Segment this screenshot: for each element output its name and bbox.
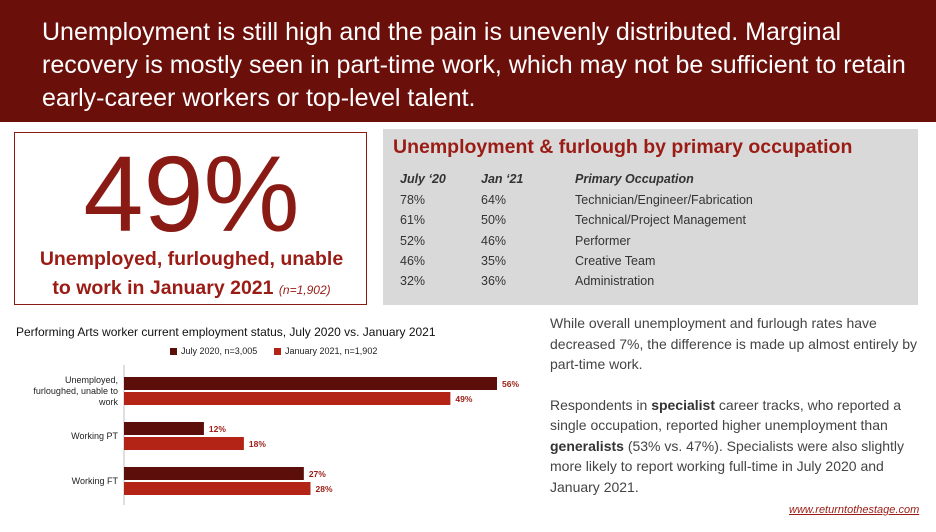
category-label: Unemployed, [65, 375, 118, 385]
cell-jan: 35% [481, 254, 507, 268]
bar-jan [124, 437, 244, 450]
cell-jan: 36% [481, 274, 507, 288]
category-label: work [98, 397, 119, 407]
bar-jan [124, 482, 311, 495]
body-paragraph-2: Respondents in specialist career tracks,… [550, 395, 928, 498]
body-paragraph-1: While overall unemployment and furlough … [550, 315, 918, 372]
bar-july [124, 422, 204, 435]
body-text: While overall unemployment and furlough … [550, 313, 928, 517]
column-header-jan: Jan ‘21 [481, 172, 524, 186]
legend-item-jan: January 2021, n=1,902 [274, 346, 377, 356]
cell-july: 52% [400, 234, 426, 248]
column-header-occupation: Primary Occupation [575, 172, 694, 186]
data-label: 28% [316, 484, 333, 494]
occupation-panel: Unemployment & furlough by primary occup… [383, 129, 918, 305]
category-label: Working FT [72, 476, 119, 486]
cell-jan: 64% [481, 193, 507, 207]
website-link[interactable]: www.returntothestage.com [789, 504, 920, 516]
body-paragraph-2-part: career tracks, who reported a single occ… [550, 396, 901, 434]
data-label: 56% [502, 379, 519, 389]
data-label: 49% [455, 394, 472, 404]
emphasis-specialist: specialist [651, 396, 716, 413]
header-banner: Unemployment is still high and the pain … [0, 0, 936, 122]
category-label: Working PT [71, 431, 118, 441]
table-row: 46% 35% Creative Team [383, 254, 918, 274]
body-paragraph-2-part: (53% vs. 47%). Specialists were also sli… [550, 437, 905, 495]
legend-label-jan: January 2021, n=1,902 [285, 346, 378, 356]
cell-occupation: Administration [575, 274, 655, 288]
table-row: 78% 64% Technician/Engineer/Fabrication [383, 193, 918, 213]
column-header-july: July ‘20 [400, 172, 446, 186]
category-label: furloughed, unable to [33, 386, 118, 396]
bar-july [124, 467, 304, 480]
stat-caption-line2-text: to work in January 2021 [52, 277, 274, 299]
table-row: 61% 50% Technical/Project Management [383, 213, 918, 233]
bar-july [124, 377, 497, 390]
stat-caption-line1: Unemployed, furloughed, unable [39, 248, 344, 270]
cell-occupation: Technician/Engineer/Fabrication [575, 193, 753, 207]
data-label: 27% [309, 469, 326, 479]
cell-july: 32% [400, 274, 426, 288]
bar-jan [124, 392, 451, 405]
emphasis-generalists: generalists [550, 437, 624, 454]
cell-occupation: Creative Team [575, 254, 656, 268]
table-row: 32% 36% Administration [383, 274, 918, 294]
cell-occupation: Technical/Project Management [575, 213, 746, 227]
occupation-title: Unemployment & furlough by primary occup… [393, 136, 853, 158]
stat-caption: Unemployed, furloughed, unable to work i… [15, 245, 368, 305]
cell-july: 61% [400, 213, 426, 227]
banner-headline: Unemployment is still high and the pain … [42, 18, 906, 112]
stat-sample-size: (n=1,902) [278, 283, 331, 297]
cell-occupation: Performer [575, 234, 631, 248]
data-label: 12% [209, 424, 226, 434]
stat-callout: 49% Unemployed, furloughed, unable to wo… [14, 132, 367, 305]
cell-jan: 50% [481, 213, 507, 227]
legend-swatch-july [170, 347, 177, 355]
data-label: 18% [249, 439, 266, 449]
cell-jan: 46% [481, 234, 507, 248]
table-row: 52% 46% Performer [383, 234, 918, 254]
employment-status-chart: 56% 49% Unemployed,furloughed, unable towo… [33, 365, 519, 505]
body-paragraph-2-part: Respondents in [550, 396, 652, 413]
legend-label-july: July 2020, n=3,005 [181, 346, 258, 356]
chart-title: Performing Arts worker current employmen… [16, 325, 436, 339]
stat-caption-line2: to work in January 2021 (n=1,902) [15, 274, 368, 305]
stat-value: 49% [83, 133, 300, 254]
legend-swatch-jan [274, 347, 281, 355]
cell-july: 78% [400, 193, 426, 207]
legend-item-july: July 2020, n=3,005 [170, 346, 257, 356]
cell-july: 46% [400, 254, 426, 268]
